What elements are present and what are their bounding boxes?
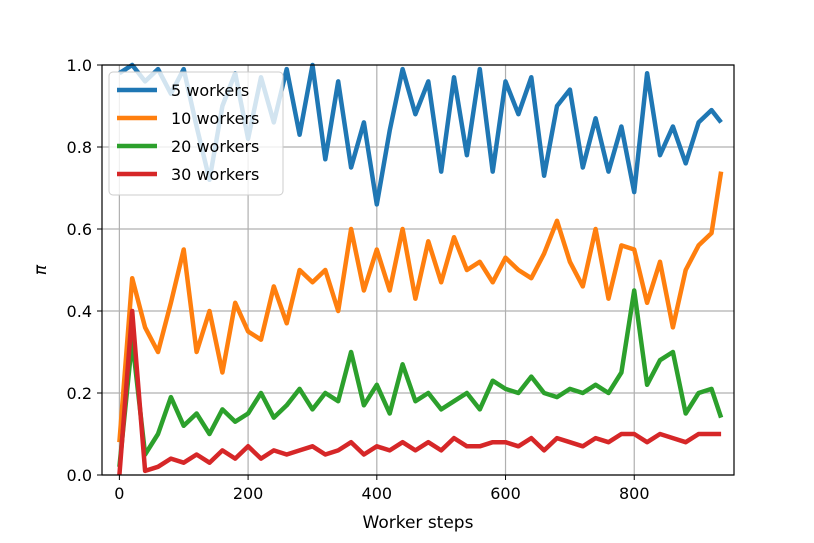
x-tick-label: 800 bbox=[619, 484, 650, 503]
series-line-30-workers bbox=[117, 308, 722, 476]
legend: 5 workers 10 workers 20 workers 30 workers bbox=[108, 71, 284, 196]
plot-frame bbox=[101, 64, 735, 476]
legend-label-5-workers: 5 workers bbox=[171, 81, 249, 100]
x-tick-label: 200 bbox=[233, 484, 264, 503]
series-line-10-workers bbox=[117, 171, 724, 443]
y-tick-label: 0.6 bbox=[67, 220, 92, 239]
axis-ticks: 0 200 400 600 800 0.0 0.2 0.4 0.6 0.8 1.0 bbox=[67, 56, 650, 503]
y-tick-label: 0.8 bbox=[67, 138, 92, 157]
series-layer bbox=[117, 62, 724, 476]
legend-label-20-workers: 20 workers bbox=[171, 137, 259, 156]
x-tick-label: 0 bbox=[114, 484, 124, 503]
legend-label-10-workers: 10 workers bbox=[171, 109, 259, 128]
legend-box bbox=[108, 71, 284, 196]
x-tick-label: 600 bbox=[490, 484, 521, 503]
y-tick-label: 0.0 bbox=[67, 466, 92, 485]
y-axis-label: π bbox=[31, 264, 51, 275]
x-tick-label: 400 bbox=[362, 484, 393, 503]
y-tick-label: 0.2 bbox=[67, 384, 92, 403]
x-axis-label: Worker steps bbox=[363, 513, 474, 533]
legend-label-30-workers: 30 workers bbox=[171, 165, 259, 184]
y-tick-label: 1.0 bbox=[67, 56, 92, 75]
y-tick-label: 0.4 bbox=[67, 302, 92, 321]
series-line-20-workers bbox=[117, 288, 724, 468]
